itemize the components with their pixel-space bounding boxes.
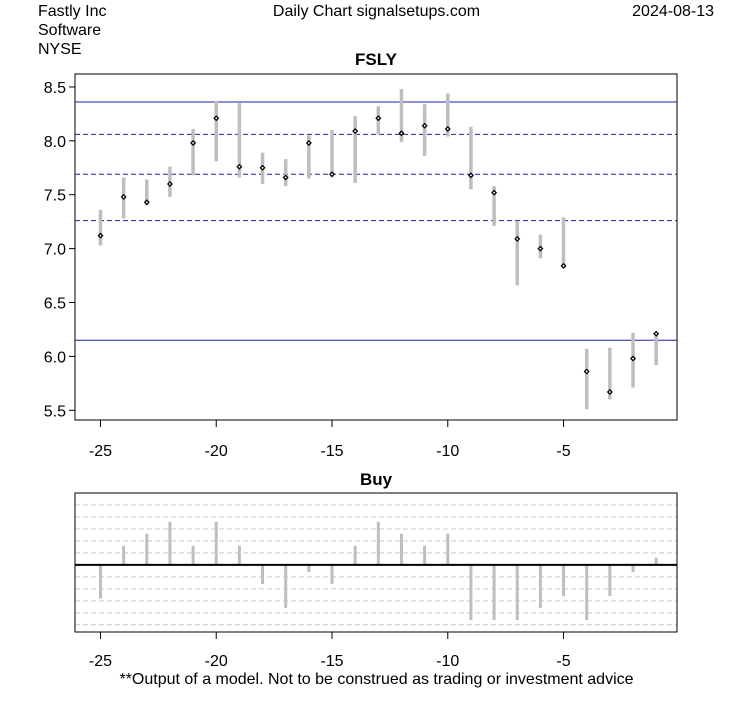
close-marker-center [446, 127, 449, 131]
x-tick-label: -10 [436, 443, 459, 460]
close-marker-center [492, 191, 496, 194]
y-tick-label: 8.0 [44, 134, 66, 151]
close-marker-center [238, 165, 241, 168]
y-tick-label: 7.0 [44, 242, 66, 259]
close-marker-center [469, 174, 473, 177]
x-tick-label: -20 [205, 653, 228, 670]
close-marker-center [377, 116, 380, 120]
close-marker-center [516, 237, 519, 241]
y-tick-label: 8.5 [44, 80, 66, 97]
close-marker-center [261, 166, 264, 169]
close-marker-center [307, 141, 311, 145]
close-marker-center [353, 129, 357, 133]
close-marker-center [608, 390, 612, 394]
close-marker-center [562, 264, 565, 268]
price-plot-frame [74, 73, 678, 421]
exchange-label: NYSE [38, 41, 82, 58]
chart-source: Daily Chart signalsetups.com [272, 3, 481, 20]
chart-date: 2024-08-13 [632, 3, 714, 20]
x-tick-label: -15 [320, 653, 343, 670]
close-marker-center [191, 141, 195, 145]
sector-label: Software [38, 22, 102, 39]
close-marker-center [284, 176, 287, 179]
y-tick-label: 6.5 [44, 296, 66, 313]
x-tick-label: -15 [320, 443, 343, 460]
disclaimer-footer: **Output of a model. Not to be construed… [119, 671, 634, 688]
x-tick-label: -20 [205, 443, 228, 460]
close-marker-center [145, 201, 148, 204]
x-tick-label: -5 [556, 443, 570, 460]
close-marker-center [168, 182, 172, 186]
company-name: Fastly Inc [38, 3, 107, 20]
x-tick-label: -10 [436, 653, 459, 670]
close-marker-center [423, 124, 426, 127]
close-marker-center [400, 132, 403, 135]
x-tick-label: -5 [556, 653, 570, 670]
buy-chart-title: Buy [360, 470, 393, 489]
buy-plot-frame [74, 492, 678, 633]
price-chart-title: FSLY [355, 50, 398, 69]
y-tick-label: 6.0 [44, 349, 66, 366]
close-marker-center [122, 195, 125, 199]
close-marker-center [215, 116, 218, 120]
x-tick-label: -25 [89, 443, 112, 460]
close-marker-center [330, 173, 334, 176]
y-tick-label: 7.5 [44, 188, 66, 205]
x-tick-label: -25 [89, 653, 112, 670]
y-tick-label: 5.5 [44, 403, 66, 420]
close-marker-center [539, 247, 542, 250]
close-marker-center [654, 332, 658, 335]
close-marker-center [631, 357, 635, 360]
close-marker-center [99, 234, 102, 237]
close-marker-center [585, 370, 588, 373]
